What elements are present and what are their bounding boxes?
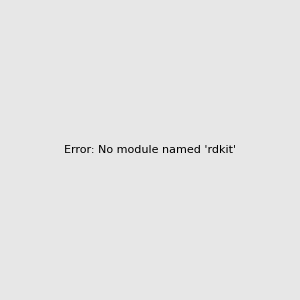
- Text: Error: No module named 'rdkit': Error: No module named 'rdkit': [64, 145, 236, 155]
